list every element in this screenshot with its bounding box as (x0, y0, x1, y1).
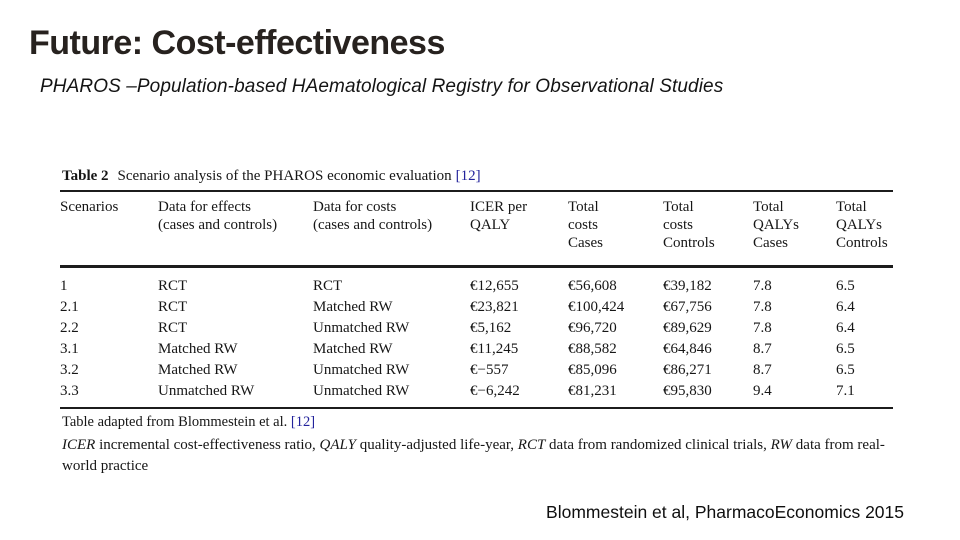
abbrev-rw: RW (770, 437, 793, 453)
footnote-reference: [12] (290, 414, 316, 430)
cell-total-costs-controls: €39,182 (663, 278, 712, 294)
cell-effects: Matched RW (158, 341, 238, 357)
table-caption: Table 2 Scenario analysis of the PHAROS e… (60, 166, 893, 190)
table-row: 1 RCT RCT €12,655 €56,608 €39,182 7.8 6.… (60, 267, 893, 298)
cell-total-qalys-cases: 8.7 (753, 362, 772, 378)
table-row: 3.1 Matched RW Matched RW €11,245 €88,58… (60, 339, 893, 360)
cell-icer: €−557 (470, 362, 509, 378)
cell-icer: €23,821 (470, 299, 519, 315)
cell-costs: Unmatched RW (313, 320, 410, 336)
page-title: Future: Cost-effectiveness (29, 24, 445, 62)
cell-costs: RCT (313, 278, 343, 294)
cell-effects: RCT (158, 299, 188, 315)
cell-costs: Unmatched RW (313, 362, 410, 378)
cell-total-costs-controls: €86,271 (663, 362, 712, 378)
cell-scenario: 2.2 (60, 320, 79, 336)
cell-total-qalys-cases: 9.4 (753, 383, 772, 399)
cell-costs: Matched RW (313, 299, 393, 315)
header-row: Scenarios Data for effects (cases and con… (60, 191, 893, 268)
column-header-total-qalys-controls: Total QALYs Controls (836, 191, 893, 268)
cell-total-qalys-cases: 7.8 (753, 299, 772, 315)
abbrev-qaly: QALY (319, 437, 356, 453)
cell-costs: Unmatched RW (313, 383, 410, 399)
cell-effects: Unmatched RW (158, 383, 255, 399)
column-header-data-for-effects: Data for effects (cases and controls) (158, 191, 313, 268)
cell-total-costs-cases: €81,231 (568, 383, 617, 399)
cell-total-costs-cases: €96,720 (568, 320, 617, 336)
table-footnote: Table adapted from Blommestein et al. [1… (60, 409, 893, 433)
source-citation: Blommestein et al, PharmacoEconomics 201… (546, 502, 904, 522)
cell-total-qalys-controls: 6.4 (836, 320, 855, 336)
cell-icer: €12,655 (470, 278, 519, 294)
table-row: 2.2 RCT Unmatched RW €5,162 €96,720 €89,… (60, 318, 893, 339)
column-header-icer-per-qaly: ICER per QALY (470, 191, 568, 268)
table-caption-text: Scenario analysis of the PHAROS economic… (117, 168, 452, 184)
column-header-total-qalys-cases: Total QALYs Cases (753, 191, 836, 268)
column-header-data-for-costs: Data for costs (cases and controls) (313, 191, 470, 268)
abbrev-icer: ICER (62, 437, 96, 453)
cell-scenario: 1 (60, 278, 68, 294)
page-subtitle: PHAROS –Population-based HAematological … (40, 76, 724, 97)
cell-scenario: 3.2 (60, 362, 79, 378)
cell-total-costs-controls: €64,846 (663, 341, 712, 357)
scenario-analysis-table: Scenarios Data for effects (cases and con… (60, 190, 893, 409)
cell-total-qalys-controls: 7.1 (836, 383, 855, 399)
cell-total-qalys-controls: 6.5 (836, 362, 855, 378)
column-header-scenarios: Scenarios (60, 191, 158, 268)
cell-scenario: 2.1 (60, 299, 79, 315)
cell-total-costs-cases: €88,582 (568, 341, 617, 357)
cell-effects: RCT (158, 278, 188, 294)
cell-total-costs-cases: €56,608 (568, 278, 617, 294)
table-caption-label: Table 2 (62, 168, 109, 184)
column-header-total-costs-cases: Total costs Cases (568, 191, 663, 268)
cell-total-qalys-cases: 8.7 (753, 341, 772, 357)
abbreviation-definitions: ICER incremental cost-effectiveness rati… (62, 437, 885, 474)
cell-icer: €−6,242 (470, 383, 520, 399)
cell-total-costs-controls: €67,756 (663, 299, 712, 315)
cell-scenario: 3.3 (60, 383, 79, 399)
cell-total-qalys-controls: 6.5 (836, 341, 855, 357)
cell-total-costs-cases: €100,424 (568, 299, 625, 315)
cell-effects: RCT (158, 320, 188, 336)
table-row: 3.2 Matched RW Unmatched RW €−557 €85,09… (60, 360, 893, 381)
cell-total-costs-controls: €89,629 (663, 320, 712, 336)
table-row: 3.3 Unmatched RW Unmatched RW €−6,242 €8… (60, 381, 893, 408)
caption-reference: [12] (455, 168, 481, 184)
cell-effects: Matched RW (158, 362, 238, 378)
column-header-total-costs-controls: Total costs Controls (663, 191, 753, 268)
cell-total-costs-cases: €85,096 (568, 362, 617, 378)
cell-total-costs-controls: €95,830 (663, 383, 712, 399)
abbrev-rct: RCT (517, 437, 546, 453)
cell-costs: Matched RW (313, 341, 393, 357)
cell-total-qalys-controls: 6.5 (836, 278, 855, 294)
footnote-text: Table adapted from Blommestein et al. (62, 414, 288, 430)
cell-total-qalys-controls: 6.4 (836, 299, 855, 315)
table-row: 2.1 RCT Matched RW €23,821 €100,424 €67,… (60, 297, 893, 318)
cell-icer: €5,162 (470, 320, 512, 336)
table-figure: Table 2 Scenario analysis of the PHAROS e… (60, 166, 893, 477)
cell-total-qalys-cases: 7.8 (753, 320, 772, 336)
cell-scenario: 3.1 (60, 341, 79, 357)
cell-icer: €11,245 (470, 341, 519, 357)
cell-total-qalys-cases: 7.8 (753, 278, 772, 294)
